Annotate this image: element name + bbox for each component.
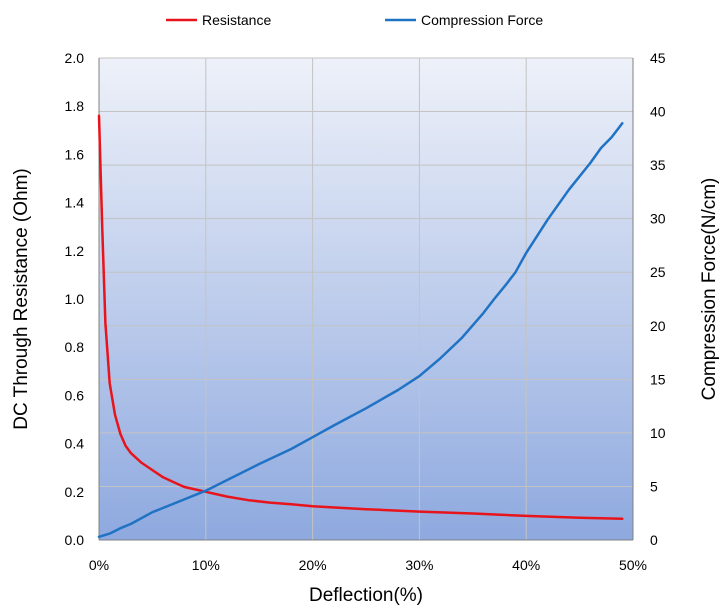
right-tick-label: 20 — [650, 318, 666, 334]
left-tick-label: 1.2 — [65, 243, 85, 259]
left-axis-title: DC Through Resistance (Ohm) — [11, 168, 32, 430]
left-axis-ticks: 0.0 0.2 0.4 0.6 0.8 1.0 1.2 1.4 1.6 1.8 2.0 — [65, 50, 85, 548]
series-layer — [97, 114, 624, 539]
series-line-resistance — [97, 114, 624, 521]
left-tick-label: 0.0 — [65, 532, 85, 548]
left-tick-label: 1.0 — [65, 291, 85, 307]
right-tick-label: 45 — [650, 50, 666, 66]
right-tick-label: 10 — [650, 425, 666, 441]
right-tick-label: 5 — [650, 478, 658, 494]
x-tick-label: 50% — [619, 557, 647, 573]
right-tick-label: 40 — [650, 104, 666, 120]
x-tick-label: 0% — [89, 557, 109, 573]
left-tick-label: 0.8 — [65, 339, 85, 355]
x-axis-title: Deflection(%) — [309, 585, 423, 606]
left-tick-label: 2.0 — [65, 50, 85, 66]
right-tick-label: 0 — [650, 532, 658, 548]
x-tick-label: 20% — [299, 557, 327, 573]
right-tick-label: 30 — [650, 211, 666, 227]
plot-area — [99, 58, 633, 540]
right-tick-label: 35 — [650, 157, 666, 173]
x-tick-label: 40% — [512, 557, 540, 573]
left-tick-label: 0.2 — [65, 484, 85, 500]
x-tick-label: 30% — [405, 557, 433, 573]
gridlines — [98, 57, 634, 541]
left-tick-label: 1.8 — [65, 98, 85, 114]
right-tick-label: 15 — [650, 371, 666, 387]
legend-label-compression-force: Compression Force — [421, 12, 543, 28]
left-tick-label: 0.6 — [65, 387, 85, 403]
legend-label-resistance: Resistance — [202, 12, 271, 28]
x-tick-label: 10% — [192, 557, 220, 573]
x-axis-ticks: 0% 10% 20% 30% 40% 50% — [89, 557, 647, 573]
left-tick-label: 1.4 — [65, 195, 85, 211]
legend: Resistance Compression Force — [166, 12, 543, 28]
right-tick-label: 25 — [650, 264, 666, 280]
series-line-compression-force — [97, 122, 624, 539]
right-axis-title: Compression Force(N/cm) — [699, 178, 720, 401]
right-axis-ticks: 0 5 10 15 20 25 30 35 40 45 — [650, 50, 666, 548]
left-tick-label: 1.6 — [65, 146, 85, 162]
left-tick-label: 0.4 — [65, 436, 85, 452]
